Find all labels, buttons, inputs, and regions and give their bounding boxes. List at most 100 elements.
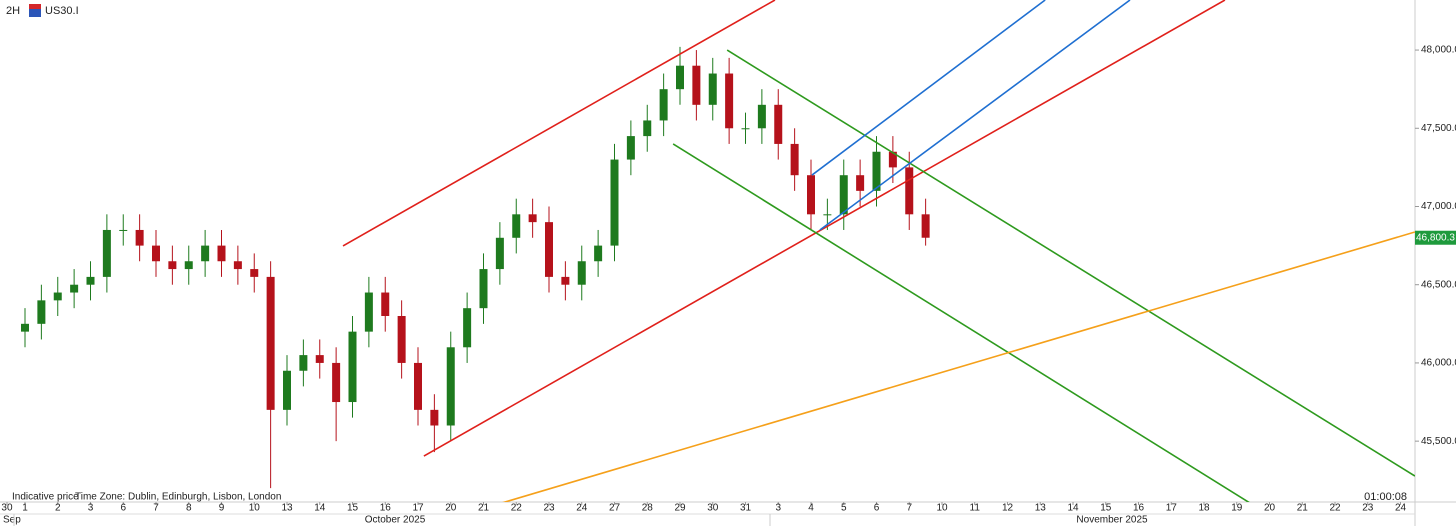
candle-body (741, 128, 750, 130)
x-tick-label: 23 (543, 503, 555, 514)
candle-body (201, 245, 210, 262)
x-tick-label: 24 (1395, 503, 1407, 514)
candle-body (233, 261, 242, 270)
x-tick-label: 29 (674, 503, 686, 514)
candle-body (463, 308, 472, 348)
x-tick-label: 19 (1231, 503, 1243, 514)
x-tick-label: 5 (841, 503, 847, 514)
candle-body (872, 151, 881, 191)
footer-left: Indicative price (12, 492, 79, 503)
candle-body (102, 229, 111, 277)
x-tick-label: 16 (380, 503, 392, 514)
x-tick-label: 3 (88, 503, 94, 514)
x-tick-label: 7 (906, 503, 912, 514)
candle-body (512, 214, 521, 238)
x-tick-label: 13 (1035, 503, 1047, 514)
candle-body (217, 245, 226, 262)
candle-body (528, 214, 537, 223)
candle-body (807, 175, 815, 215)
x-tick-label: 21 (1297, 503, 1309, 514)
candle-body (692, 65, 701, 105)
x-tick-label: 27 (609, 503, 621, 514)
timezone: Time Zone: Dublin, Edinburgh, Lisbon, Lo… (75, 492, 281, 503)
candle-body (299, 355, 308, 371)
candle-body (643, 120, 652, 137)
candle-body (332, 362, 341, 403)
x-tick-label: 17 (1166, 503, 1178, 514)
x-tick-label: 21 (478, 503, 490, 514)
trend-line (811, 0, 1046, 176)
x-tick-label: 13 (281, 503, 293, 514)
candle-body (184, 261, 193, 270)
trend-line (423, 0, 1226, 457)
y-tick-label: 47,500.0 (1421, 123, 1456, 134)
x-tick-label: 14 (314, 503, 326, 514)
timeframe[interactable]: 2H (6, 5, 20, 17)
candle-body (152, 245, 160, 262)
x-tick-label: 14 (1067, 503, 1079, 514)
x-tick-label: 6 (120, 503, 126, 514)
x-tick-label: 7 (153, 503, 159, 514)
x-tick-label: 9 (219, 503, 225, 514)
x-tick-label: 17 (412, 503, 424, 514)
x-tick-label: 20 (1264, 503, 1276, 514)
candle-body (905, 167, 914, 215)
countdown: 01:00:08 (1364, 491, 1407, 503)
y-tick-label: 47,000.0 (1421, 201, 1456, 212)
x-tick-label: 18 (1198, 503, 1210, 514)
symbol[interactable]: US30.I (45, 5, 79, 17)
plot-area (21, 0, 1415, 502)
candle-body (921, 214, 930, 238)
candle-body (397, 315, 406, 363)
x-tick-label: 20 (445, 503, 457, 514)
x-tick-label: 4 (808, 503, 814, 514)
candle-body (823, 214, 832, 216)
y-tick-label: 46,500.0 (1421, 279, 1456, 290)
candle-body (37, 300, 46, 324)
candle-body (757, 104, 766, 129)
trend-line (342, 0, 776, 247)
candle-body (283, 370, 291, 410)
candle-body (856, 175, 865, 191)
candle-body (414, 362, 422, 410)
candle-body (545, 222, 553, 277)
candle-body (790, 143, 799, 176)
x-tick-label: 10 (249, 503, 261, 514)
month-label: Sep (3, 515, 21, 526)
candle-body (774, 104, 783, 144)
candle-body (21, 323, 29, 332)
candle-body (676, 65, 684, 90)
month-label: November 2025 (1076, 515, 1148, 526)
x-tick-label: 3 (775, 503, 781, 514)
candle-body (250, 269, 259, 277)
x-tick-label: 22 (511, 503, 523, 514)
x-tick-label: 28 (642, 503, 654, 514)
x-tick-label: 10 (936, 503, 948, 514)
candle-body (708, 73, 717, 105)
candle-body (610, 159, 619, 246)
candle-body (659, 89, 668, 121)
candle-body (315, 355, 324, 363)
candle-body (594, 245, 603, 262)
candle-body (479, 269, 488, 309)
x-tick-label: 2 (55, 503, 61, 514)
candle-body (135, 229, 144, 246)
candle-body (577, 261, 586, 285)
last-price-box (1415, 230, 1456, 245)
candle-body (839, 175, 848, 215)
candle-body (348, 331, 357, 403)
trend-line (726, 49, 1415, 477)
x-tick-label: 30 (707, 503, 719, 514)
x-tick-label: 12 (1002, 503, 1014, 514)
candle-body (266, 276, 275, 410)
x-tick-label: 11 (970, 503, 981, 514)
x-tick-label: 8 (186, 503, 192, 514)
candle-body (86, 276, 95, 285)
symbol-icon-top (29, 4, 41, 9)
x-tick-label: 22 (1329, 503, 1341, 514)
x-tick-label: 6 (874, 503, 880, 514)
y-tick-label: 46,000.0 (1421, 358, 1456, 369)
x-tick-label: 16 (1133, 503, 1145, 514)
y-tick-label: 45,500.0 (1421, 436, 1456, 447)
